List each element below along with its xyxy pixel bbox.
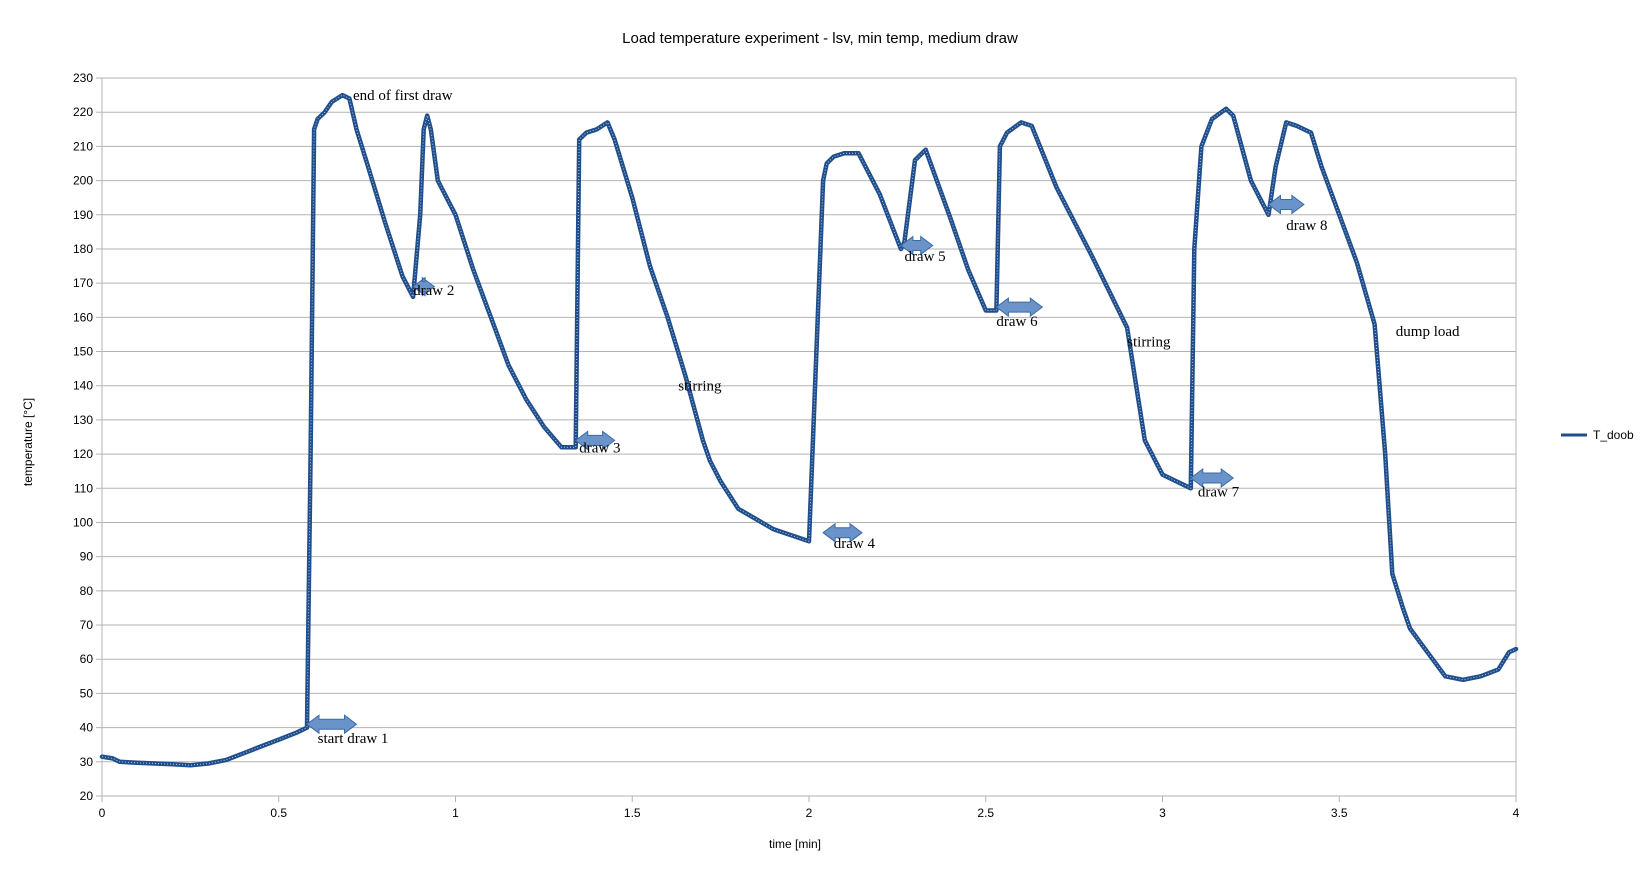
y-tick-label: 110 bbox=[74, 481, 93, 495]
y-tick-label: 50 bbox=[80, 686, 94, 700]
annotation-label: draw 8 bbox=[1286, 218, 1327, 234]
annotation-label: draw 3 bbox=[579, 440, 620, 456]
x-tick-label: 2 bbox=[806, 806, 813, 820]
y-tick-label: 100 bbox=[73, 515, 93, 529]
chart-title: Load temperature experiment - lsv, min t… bbox=[622, 30, 1018, 47]
y-tick-label: 90 bbox=[80, 550, 94, 564]
annotation-label: draw 4 bbox=[834, 536, 876, 552]
y-tick-label: 40 bbox=[80, 721, 94, 735]
annotation-layer: end of first draw draw 2 draw 3 stirring dra… bbox=[318, 88, 1460, 747]
draw-arrow bbox=[1269, 196, 1304, 214]
y-tick-label: 20 bbox=[80, 789, 94, 803]
y-tick-label: 130 bbox=[73, 413, 93, 427]
annotation-label: draw 5 bbox=[904, 249, 945, 265]
axes: 2030405060708090100110120130140150160170… bbox=[73, 71, 1520, 820]
x-tick-label: 0.5 bbox=[270, 806, 287, 820]
x-axis-label: time [min] bbox=[769, 837, 821, 851]
annotation-label: stirring bbox=[1127, 334, 1171, 350]
annotation-label: end of first draw bbox=[353, 88, 453, 104]
x-tick-label: 2.5 bbox=[977, 806, 994, 820]
x-tick-label: 4 bbox=[1513, 806, 1520, 820]
y-tick-label: 200 bbox=[73, 174, 93, 188]
annotation-label: start draw 1 bbox=[318, 731, 389, 747]
annotation-label: stirring bbox=[678, 379, 722, 395]
y-tick-label: 210 bbox=[73, 139, 93, 153]
y-tick-label: 30 bbox=[80, 755, 94, 769]
y-tick-label: 70 bbox=[80, 618, 94, 632]
x-tick-label: 0 bbox=[99, 806, 106, 820]
x-tick-label: 3 bbox=[1159, 806, 1166, 820]
x-tick-label: 1 bbox=[452, 806, 459, 820]
y-axis-label: temperature [°C] bbox=[21, 398, 35, 486]
legend: T_doob bbox=[1561, 428, 1634, 442]
y-tick-label: 180 bbox=[73, 242, 93, 256]
annotation-label: draw 7 bbox=[1198, 485, 1240, 501]
y-tick-label: 150 bbox=[73, 345, 93, 359]
y-tick-label: 170 bbox=[73, 276, 93, 290]
y-tick-label: 220 bbox=[73, 105, 93, 119]
legend-label: T_doob bbox=[1593, 428, 1634, 442]
annotation-label: draw 2 bbox=[413, 283, 454, 299]
arrow-layer bbox=[307, 196, 1304, 734]
series-layer bbox=[102, 95, 1516, 765]
y-tick-label: 190 bbox=[73, 208, 93, 222]
y-tick-label: 230 bbox=[73, 71, 93, 85]
annotation-label: dump load bbox=[1396, 324, 1460, 340]
y-tick-label: 60 bbox=[80, 652, 94, 666]
y-tick-label: 160 bbox=[73, 310, 93, 324]
x-tick-label: 3.5 bbox=[1331, 806, 1348, 820]
annotation-label: draw 6 bbox=[996, 314, 1038, 330]
series-line-T_doob bbox=[102, 95, 1516, 765]
y-tick-label: 140 bbox=[73, 379, 93, 393]
x-tick-label: 1.5 bbox=[624, 806, 641, 820]
y-tick-label: 120 bbox=[73, 447, 93, 461]
y-tick-label: 80 bbox=[80, 584, 94, 598]
